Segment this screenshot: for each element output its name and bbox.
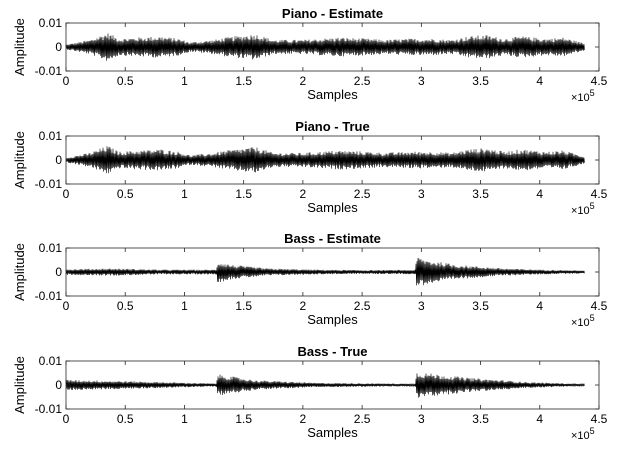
x-axis-multiplier-base: ×10: [571, 430, 590, 442]
y-tick-label: 0: [55, 153, 62, 167]
x-tick-label: 1.5: [235, 299, 252, 313]
plot-title: Piano - Estimate: [282, 6, 383, 21]
y-tick-label: 0: [55, 40, 62, 54]
y-tick-label: -0.01: [35, 289, 63, 303]
x-axis-multiplier-exponent: 5: [590, 426, 595, 436]
x-axis-multiplier: ×105: [571, 313, 595, 329]
x-tick-label: 0: [63, 187, 70, 201]
x-tick-label: 0.5: [117, 187, 134, 201]
x-tick-label: 4: [536, 187, 543, 201]
x-tick-label: 2: [300, 187, 307, 201]
x-axis-multiplier-exponent: 5: [590, 201, 595, 211]
x-axis-multiplier-exponent: 5: [590, 88, 595, 98]
y-tick-label: 0.01: [39, 354, 63, 368]
x-tick-label: 1: [181, 74, 188, 88]
y-tick-label: 0.01: [39, 129, 63, 143]
x-tick-label: 2: [300, 74, 307, 88]
waveform-series: [65, 146, 585, 174]
x-tick-label: 1.5: [235, 412, 252, 426]
plot-title: Piano - True: [295, 119, 369, 134]
x-axis-label: Samples: [307, 87, 358, 102]
x-tick-label: 4.5: [591, 412, 608, 426]
x-tick-label: 4.5: [591, 299, 608, 313]
x-tick-label: 0.5: [117, 412, 134, 426]
x-axis-multiplier: ×105: [571, 201, 595, 217]
x-tick-label: 2: [300, 412, 307, 426]
x-tick-label: 3.5: [472, 74, 489, 88]
x-tick-label: 2.5: [354, 187, 371, 201]
y-axis-label: Amplitude: [12, 131, 27, 189]
waveform-series: [65, 33, 585, 61]
x-tick-label: 1: [181, 299, 188, 313]
x-tick-label: 1.5: [235, 74, 252, 88]
x-axis-multiplier-base: ×10: [571, 92, 590, 104]
x-axis-multiplier: ×105: [571, 88, 595, 104]
x-tick-label: 0: [63, 299, 70, 313]
x-tick-label: 0: [63, 74, 70, 88]
x-tick-label: 2.5: [354, 74, 371, 88]
y-tick-label: -0.01: [35, 177, 63, 191]
x-tick-label: 0.5: [117, 74, 134, 88]
y-tick-label: 0.01: [39, 241, 63, 255]
x-tick-label: 3: [418, 299, 425, 313]
x-tick-label: 0.5: [117, 299, 134, 313]
y-tick-label: -0.01: [35, 402, 63, 416]
subplot-0: Piano - Estimate 0 0.5 1 1.5 2 2.5 3 3.5 4 4.5 -0.0…: [12, 6, 608, 104]
x-tick-label: 3.5: [472, 412, 489, 426]
x-tick-label: 4: [536, 412, 543, 426]
y-axis-label: Amplitude: [12, 243, 27, 301]
y-tick-label: 0: [55, 265, 62, 279]
subplot-2: Bass - Estimate 0 0.5 1 1.5 2 2.5 3 3.5 4 4.5 -0.01…: [12, 231, 608, 329]
x-tick-label: 1: [181, 187, 188, 201]
x-tick-label: 2.5: [354, 299, 371, 313]
x-tick-label: 4: [536, 299, 543, 313]
x-axis-label: Samples: [307, 425, 358, 440]
x-tick-label: 3: [418, 412, 425, 426]
waveform-series: [65, 373, 585, 398]
y-axis-label: Amplitude: [12, 18, 27, 76]
plot-title: Bass - True: [297, 344, 367, 359]
x-tick-label: 4: [536, 74, 543, 88]
plot-title: Bass - Estimate: [284, 231, 381, 246]
y-tick-label: 0.01: [39, 16, 63, 30]
x-tick-label: 1.5: [235, 187, 252, 201]
x-tick-label: 3.5: [472, 299, 489, 313]
x-tick-label: 4.5: [591, 187, 608, 201]
y-tick-label: -0.01: [35, 64, 63, 78]
x-axis-label: Samples: [307, 312, 358, 327]
x-tick-label: 2: [300, 299, 307, 313]
x-tick-label: 3.5: [472, 187, 489, 201]
x-tick-label: 3: [418, 187, 425, 201]
x-tick-label: 1: [181, 412, 188, 426]
x-tick-label: 3: [418, 74, 425, 88]
x-tick-label: 2.5: [354, 412, 371, 426]
x-axis-multiplier: ×105: [571, 426, 595, 442]
x-axis-multiplier-base: ×10: [571, 317, 590, 329]
y-tick-label: 0: [55, 378, 62, 392]
x-tick-label: 0: [63, 412, 70, 426]
waveform-series: [65, 257, 585, 286]
x-axis-multiplier-base: ×10: [571, 205, 590, 217]
x-axis-multiplier-exponent: 5: [590, 313, 595, 323]
y-axis-label: Amplitude: [12, 356, 27, 414]
x-tick-label: 4.5: [591, 74, 608, 88]
x-axis-label: Samples: [307, 200, 358, 215]
